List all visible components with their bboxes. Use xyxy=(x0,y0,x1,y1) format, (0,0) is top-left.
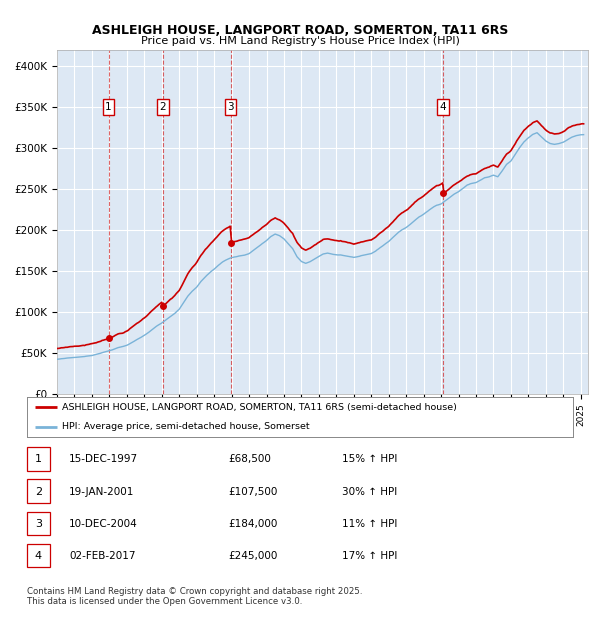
Text: Contains HM Land Registry data © Crown copyright and database right 2025.
This d: Contains HM Land Registry data © Crown c… xyxy=(27,587,362,606)
Text: 10-DEC-2004: 10-DEC-2004 xyxy=(69,519,138,529)
Text: 2: 2 xyxy=(160,102,166,112)
Text: 3: 3 xyxy=(35,519,42,529)
Text: 3: 3 xyxy=(227,102,234,112)
Text: 2: 2 xyxy=(35,487,42,497)
Text: 4: 4 xyxy=(439,102,446,112)
Text: £245,000: £245,000 xyxy=(228,551,277,561)
Text: £68,500: £68,500 xyxy=(228,454,271,464)
Text: Price paid vs. HM Land Registry's House Price Index (HPI): Price paid vs. HM Land Registry's House … xyxy=(140,36,460,46)
Text: 19-JAN-2001: 19-JAN-2001 xyxy=(69,487,134,497)
Text: 15-DEC-1997: 15-DEC-1997 xyxy=(69,454,138,464)
Text: £107,500: £107,500 xyxy=(228,487,277,497)
Text: 15% ↑ HPI: 15% ↑ HPI xyxy=(342,454,397,464)
Text: ASHLEIGH HOUSE, LANGPORT ROAD, SOMERTON, TA11 6RS: ASHLEIGH HOUSE, LANGPORT ROAD, SOMERTON,… xyxy=(92,24,508,37)
Text: 30% ↑ HPI: 30% ↑ HPI xyxy=(342,487,397,497)
Text: 1: 1 xyxy=(35,454,42,464)
Text: 11% ↑ HPI: 11% ↑ HPI xyxy=(342,519,397,529)
Text: £184,000: £184,000 xyxy=(228,519,277,529)
Text: 02-FEB-2017: 02-FEB-2017 xyxy=(69,551,136,561)
Text: 1: 1 xyxy=(105,102,112,112)
Text: HPI: Average price, semi-detached house, Somerset: HPI: Average price, semi-detached house,… xyxy=(62,422,310,431)
Text: 4: 4 xyxy=(35,551,42,561)
Text: 17% ↑ HPI: 17% ↑ HPI xyxy=(342,551,397,561)
Text: ASHLEIGH HOUSE, LANGPORT ROAD, SOMERTON, TA11 6RS (semi-detached house): ASHLEIGH HOUSE, LANGPORT ROAD, SOMERTON,… xyxy=(62,403,457,412)
